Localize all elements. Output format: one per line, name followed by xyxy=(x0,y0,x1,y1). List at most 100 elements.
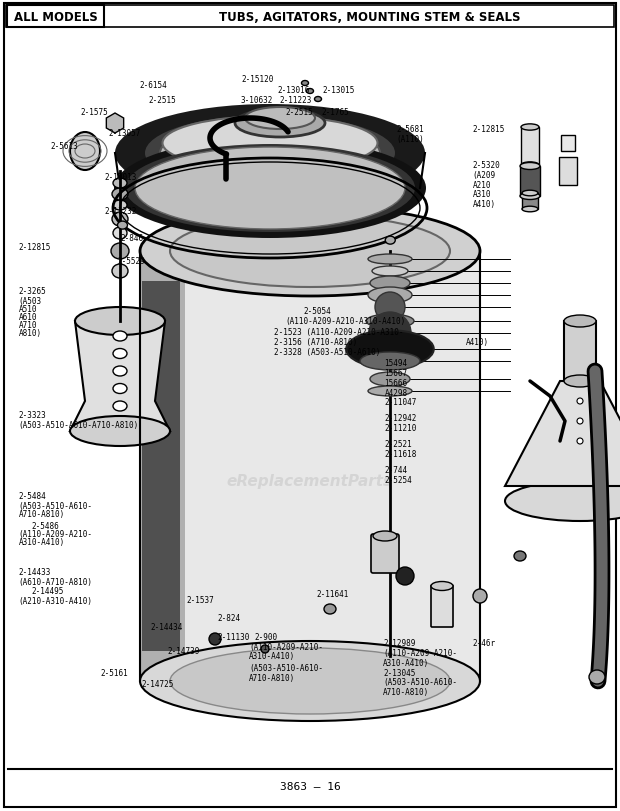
Text: 2-744: 2-744 xyxy=(384,466,407,475)
Text: 2-2521: 2-2521 xyxy=(384,440,412,449)
Ellipse shape xyxy=(577,418,583,424)
Text: (A110): (A110) xyxy=(397,135,425,144)
Text: 2-5320: 2-5320 xyxy=(472,161,500,170)
Text: 2-5484: 2-5484 xyxy=(19,491,46,501)
Ellipse shape xyxy=(577,398,583,405)
Text: 2-5681: 2-5681 xyxy=(397,125,425,135)
Ellipse shape xyxy=(113,228,127,240)
Text: 2-13045: 2-13045 xyxy=(383,667,415,677)
Text: A710: A710 xyxy=(19,320,37,330)
Ellipse shape xyxy=(235,109,325,138)
Bar xyxy=(6,6,614,28)
Ellipse shape xyxy=(114,139,426,238)
Ellipse shape xyxy=(520,193,540,200)
Ellipse shape xyxy=(368,387,412,397)
Text: (A110-A209-A210-A310-A410): (A110-A209-A210-A310-A410) xyxy=(285,316,405,326)
Ellipse shape xyxy=(373,531,397,541)
Text: 2-2515: 2-2515 xyxy=(149,96,177,105)
Ellipse shape xyxy=(261,646,269,653)
Ellipse shape xyxy=(577,439,583,444)
Text: (A503-A510-A610-: (A503-A510-A610- xyxy=(19,501,92,511)
Text: A810): A810) xyxy=(19,328,42,338)
Text: A410): A410) xyxy=(466,337,489,347)
Text: 2-14725: 2-14725 xyxy=(141,679,174,689)
Text: (A110-A209-A210-: (A110-A209-A210- xyxy=(249,642,323,651)
Text: 2-11223: 2-11223 xyxy=(279,96,311,105)
Text: A310: A310 xyxy=(472,190,491,200)
Bar xyxy=(561,135,575,152)
Text: 2-15120: 2-15120 xyxy=(242,75,274,84)
Text: 2-46r: 2-46r xyxy=(472,638,495,648)
Ellipse shape xyxy=(113,332,127,341)
Text: 2-11618: 2-11618 xyxy=(384,449,417,459)
Ellipse shape xyxy=(372,267,408,277)
Ellipse shape xyxy=(368,288,412,303)
Text: 2-5529: 2-5529 xyxy=(118,256,146,266)
Bar xyxy=(142,281,180,651)
Ellipse shape xyxy=(111,243,129,260)
Ellipse shape xyxy=(369,312,411,354)
Ellipse shape xyxy=(431,581,453,590)
Text: (A110-A209-A210-: (A110-A209-A210- xyxy=(383,648,457,658)
Ellipse shape xyxy=(306,89,314,94)
Text: 2-11210: 2-11210 xyxy=(384,423,417,433)
Text: 2-900: 2-900 xyxy=(254,632,277,642)
Text: 2-12989: 2-12989 xyxy=(383,638,415,648)
Ellipse shape xyxy=(170,648,450,714)
Ellipse shape xyxy=(514,551,526,561)
Bar xyxy=(564,322,596,381)
Bar xyxy=(559,158,577,186)
Text: 2-14433: 2-14433 xyxy=(19,567,51,577)
Ellipse shape xyxy=(113,349,127,359)
Text: (A110-A209-A210-: (A110-A209-A210- xyxy=(19,529,92,539)
Ellipse shape xyxy=(522,207,538,212)
Text: (A503: (A503 xyxy=(19,296,42,306)
Text: 2-3265: 2-3265 xyxy=(19,286,46,296)
Ellipse shape xyxy=(209,633,221,646)
Text: 15667: 15667 xyxy=(384,368,407,378)
Ellipse shape xyxy=(70,133,100,171)
Ellipse shape xyxy=(113,367,127,376)
Ellipse shape xyxy=(370,277,410,290)
Text: ALL MODELS: ALL MODELS xyxy=(14,11,98,24)
Ellipse shape xyxy=(112,264,128,279)
Text: 2-13057: 2-13057 xyxy=(108,128,141,138)
Text: 3-10632: 3-10632 xyxy=(241,96,273,105)
Text: 2-11047: 2-11047 xyxy=(384,397,417,407)
Text: 2-5054: 2-5054 xyxy=(304,307,332,316)
Text: A510: A510 xyxy=(19,304,37,314)
Ellipse shape xyxy=(522,191,538,196)
Ellipse shape xyxy=(370,372,410,387)
Ellipse shape xyxy=(113,201,127,211)
Bar xyxy=(140,251,185,681)
Text: 15494: 15494 xyxy=(384,358,407,368)
Ellipse shape xyxy=(505,482,620,521)
Ellipse shape xyxy=(589,670,605,684)
Polygon shape xyxy=(70,322,170,431)
Ellipse shape xyxy=(113,401,127,411)
Ellipse shape xyxy=(473,590,487,603)
Polygon shape xyxy=(505,381,620,487)
Ellipse shape xyxy=(112,212,128,227)
Bar xyxy=(522,194,538,210)
Text: 2-6154: 2-6154 xyxy=(140,80,167,90)
Ellipse shape xyxy=(113,384,127,394)
Text: 2-14495: 2-14495 xyxy=(31,586,63,596)
Text: (A209: (A209 xyxy=(472,170,495,180)
Bar xyxy=(520,167,540,197)
Text: 2-11232: 2-11232 xyxy=(104,206,136,216)
Text: A310-A410): A310-A410) xyxy=(19,537,65,547)
Ellipse shape xyxy=(324,604,336,614)
Ellipse shape xyxy=(564,375,596,388)
Ellipse shape xyxy=(160,122,380,185)
Text: A210: A210 xyxy=(472,180,491,190)
Ellipse shape xyxy=(70,417,170,446)
Text: 2-11130: 2-11130 xyxy=(217,632,249,642)
Ellipse shape xyxy=(145,116,395,191)
Text: 2-846: 2-846 xyxy=(121,234,144,243)
Ellipse shape xyxy=(314,97,322,102)
Text: 2-11641: 2-11641 xyxy=(316,589,348,599)
Ellipse shape xyxy=(521,125,539,131)
Text: TUBS, AGITATORS, MOUNTING STEM & SEALS: TUBS, AGITATORS, MOUNTING STEM & SEALS xyxy=(219,11,521,24)
Text: 2-1523 (A110-A209-A210-A310-: 2-1523 (A110-A209-A210-A310- xyxy=(274,328,404,337)
